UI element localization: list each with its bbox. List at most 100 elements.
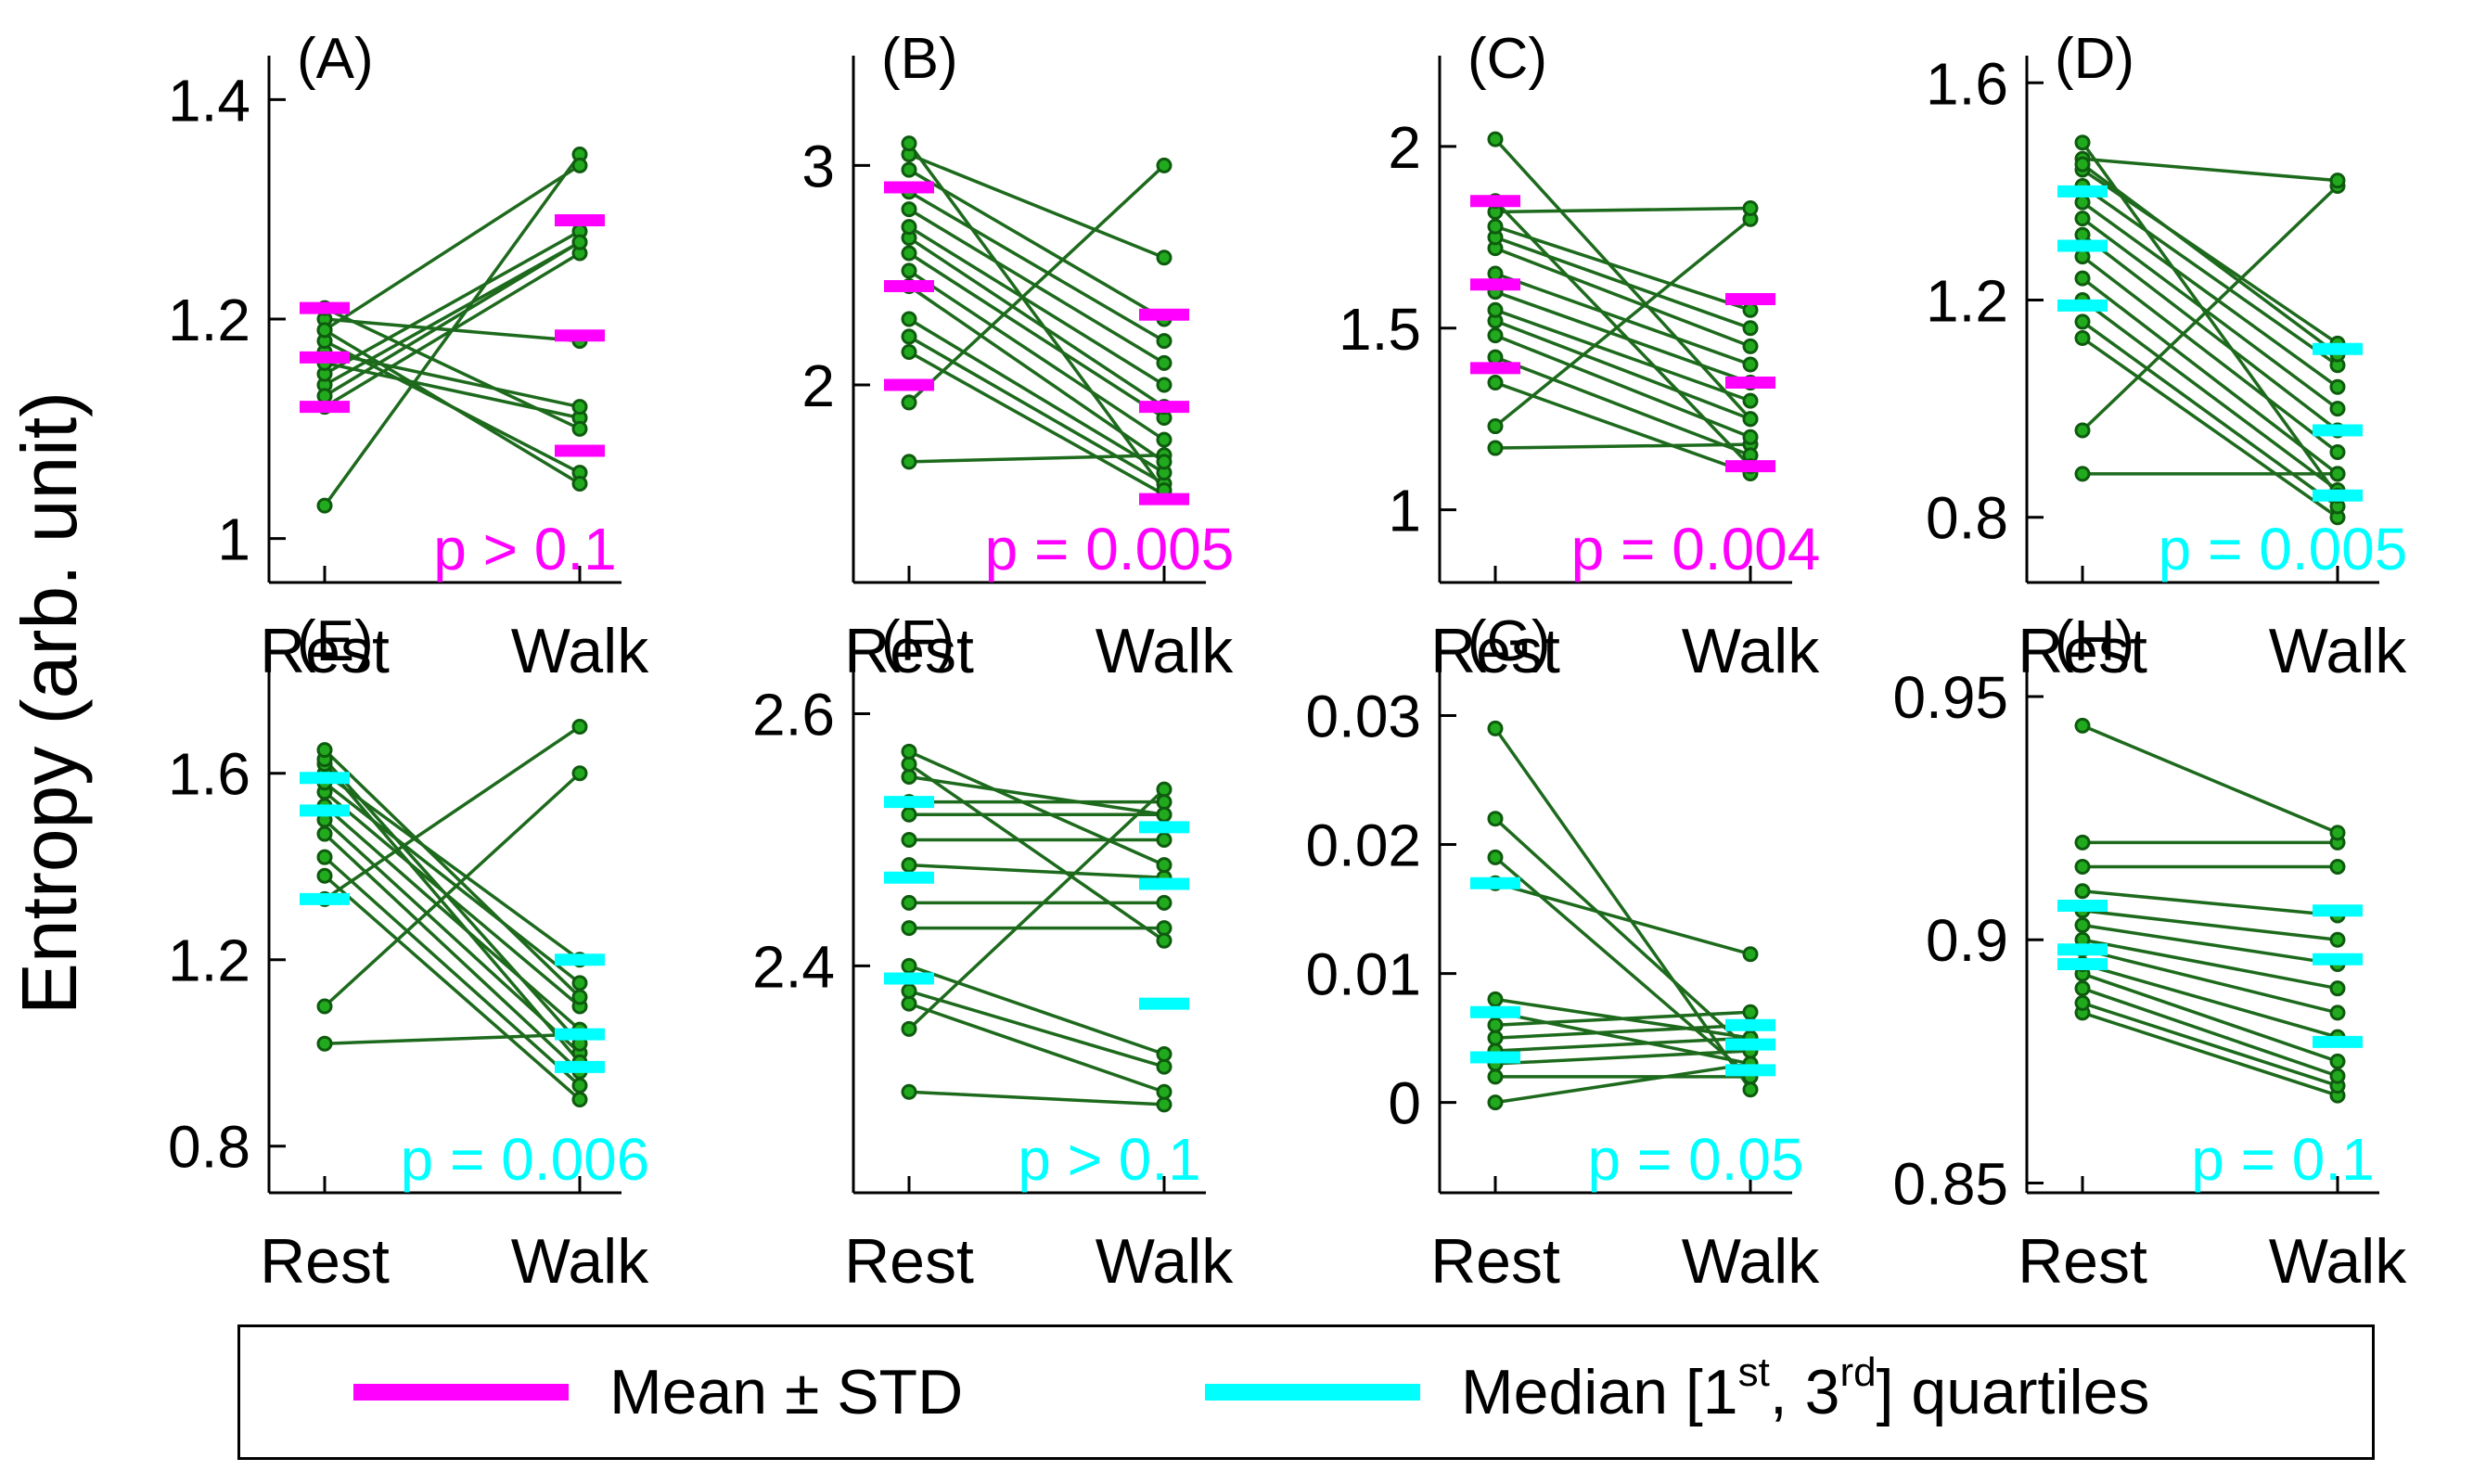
- subject-line: [908, 989, 1165, 1068]
- y-tick-label: 2: [801, 352, 835, 419]
- subject-line: [323, 874, 582, 1101]
- walk-point: [571, 718, 588, 735]
- subject-line: [908, 225, 1165, 387]
- rest-point: [2074, 883, 2091, 900]
- walk-point: [571, 765, 588, 782]
- walk-point: [571, 989, 588, 1005]
- panel-label: (G): [1467, 609, 1551, 673]
- subject-line: [2081, 185, 2339, 432]
- rest-point: [901, 1083, 917, 1100]
- subject-line: [2082, 923, 2339, 966]
- walk-point: [1156, 806, 1173, 823]
- walk-point: [1742, 200, 1759, 217]
- subject-line: [2082, 157, 2339, 183]
- subject-line: [1494, 289, 1751, 385]
- walk-point: [2329, 1068, 2346, 1084]
- y-tick-label: 1.5: [1339, 296, 1421, 363]
- walk-point: [1742, 392, 1759, 409]
- walk-point: [1156, 1058, 1173, 1075]
- subject-line: [1494, 206, 1751, 214]
- subject-line: [323, 855, 582, 1087]
- walk-point: [2329, 1053, 2346, 1069]
- rest-point: [2074, 422, 2091, 439]
- x-tick-label-rest: Rest: [2018, 616, 2147, 686]
- rest-point: [1487, 327, 1504, 344]
- walk-point: [1156, 333, 1173, 350]
- walk-point: [2329, 378, 2346, 395]
- subject-line: [2082, 889, 2339, 917]
- subject-line: [324, 163, 581, 332]
- y-tick-label: 3: [801, 133, 835, 199]
- y-axis-label: Entropy (arb. unit): [6, 391, 93, 1015]
- subject-line: [1493, 137, 1752, 420]
- legend-label-median: Median [1st, 3rd] quartiles: [1461, 1350, 2150, 1428]
- walk-point: [1156, 781, 1173, 798]
- y-tick-label: 0.95: [1892, 664, 2008, 731]
- walk-point: [571, 1091, 588, 1107]
- rest-point: [1487, 375, 1504, 391]
- walk-point: [1156, 454, 1173, 470]
- rest-point: [901, 831, 917, 848]
- subject-line: [1494, 308, 1751, 403]
- panel-d: 0.8 1.2 1.6 Rest Walk (D) p = 0.005: [1926, 27, 2407, 686]
- subject-line: [2081, 185, 2339, 367]
- rest-point: [901, 344, 917, 360]
- panel-label: (A): [297, 27, 374, 91]
- walk-point: [2329, 980, 2346, 997]
- subject-line: [1494, 1049, 1751, 1066]
- subject-line: [2082, 1011, 2339, 1097]
- rest-point: [1487, 1094, 1504, 1111]
- x-tick-label-walk: Walk: [1096, 1226, 1235, 1297]
- x-tick-label-walk: Walk: [511, 616, 650, 686]
- rest-point: [901, 894, 917, 911]
- legend-item-mean: Mean ± STD: [353, 1327, 963, 1457]
- rest-point: [901, 262, 917, 279]
- panel-label: (B): [881, 27, 958, 91]
- subject-line: [907, 142, 1166, 492]
- subject-line: [908, 350, 1165, 496]
- subject-line: [908, 964, 1165, 1056]
- rest-point: [1487, 1030, 1504, 1046]
- subject-line: [2082, 1001, 2339, 1088]
- walk-point: [571, 157, 588, 173]
- rest-point: [2074, 980, 2091, 997]
- subject-line: [908, 251, 1165, 419]
- p-value-label: p = 0.005: [985, 516, 1235, 582]
- walk-point: [1742, 411, 1759, 428]
- subject-line: [908, 152, 1165, 260]
- walk-point: [1742, 301, 1759, 318]
- subject-line: [1494, 442, 1751, 450]
- rest-point: [901, 769, 917, 785]
- legend-swatch-median: [1205, 1384, 1420, 1401]
- rest-point: [901, 743, 917, 760]
- walk-point: [2329, 466, 2346, 482]
- subject-line: [2081, 337, 2339, 519]
- rest-point: [901, 756, 917, 773]
- legend: Mean ± STD Median [1st, 3rd] quartiles: [237, 1324, 2375, 1460]
- panel-label: (D): [2055, 27, 2134, 91]
- subject-line: [1494, 224, 1751, 312]
- rest-point: [901, 920, 917, 937]
- legend-swatch-mean: [353, 1384, 569, 1401]
- walk-point: [1742, 356, 1759, 373]
- rest-point: [1487, 1068, 1504, 1085]
- panel-label: (H): [2055, 609, 2134, 673]
- y-tick-label: 2.6: [752, 682, 835, 748]
- y-tick-label: 0.8: [168, 1114, 250, 1181]
- walk-point: [2329, 931, 2346, 948]
- y-tick-label: 1.2: [168, 287, 250, 353]
- subject-line: [908, 208, 1165, 365]
- rest-point: [901, 328, 917, 345]
- rest-point: [901, 454, 917, 470]
- subject-line: [908, 335, 1165, 486]
- rest-point: [2074, 211, 2091, 227]
- y-tick-label: 1.2: [168, 928, 250, 994]
- p-value-label: p = 0.006: [401, 1126, 650, 1193]
- x-tick-label-walk: Walk: [511, 1226, 650, 1297]
- rest-point: [2074, 994, 2091, 1011]
- p-value-label: p > 0.1: [1018, 1126, 1201, 1193]
- y-tick-label: 2: [1388, 114, 1421, 181]
- subject-line: [2081, 200, 2339, 389]
- subject-line: [324, 350, 581, 409]
